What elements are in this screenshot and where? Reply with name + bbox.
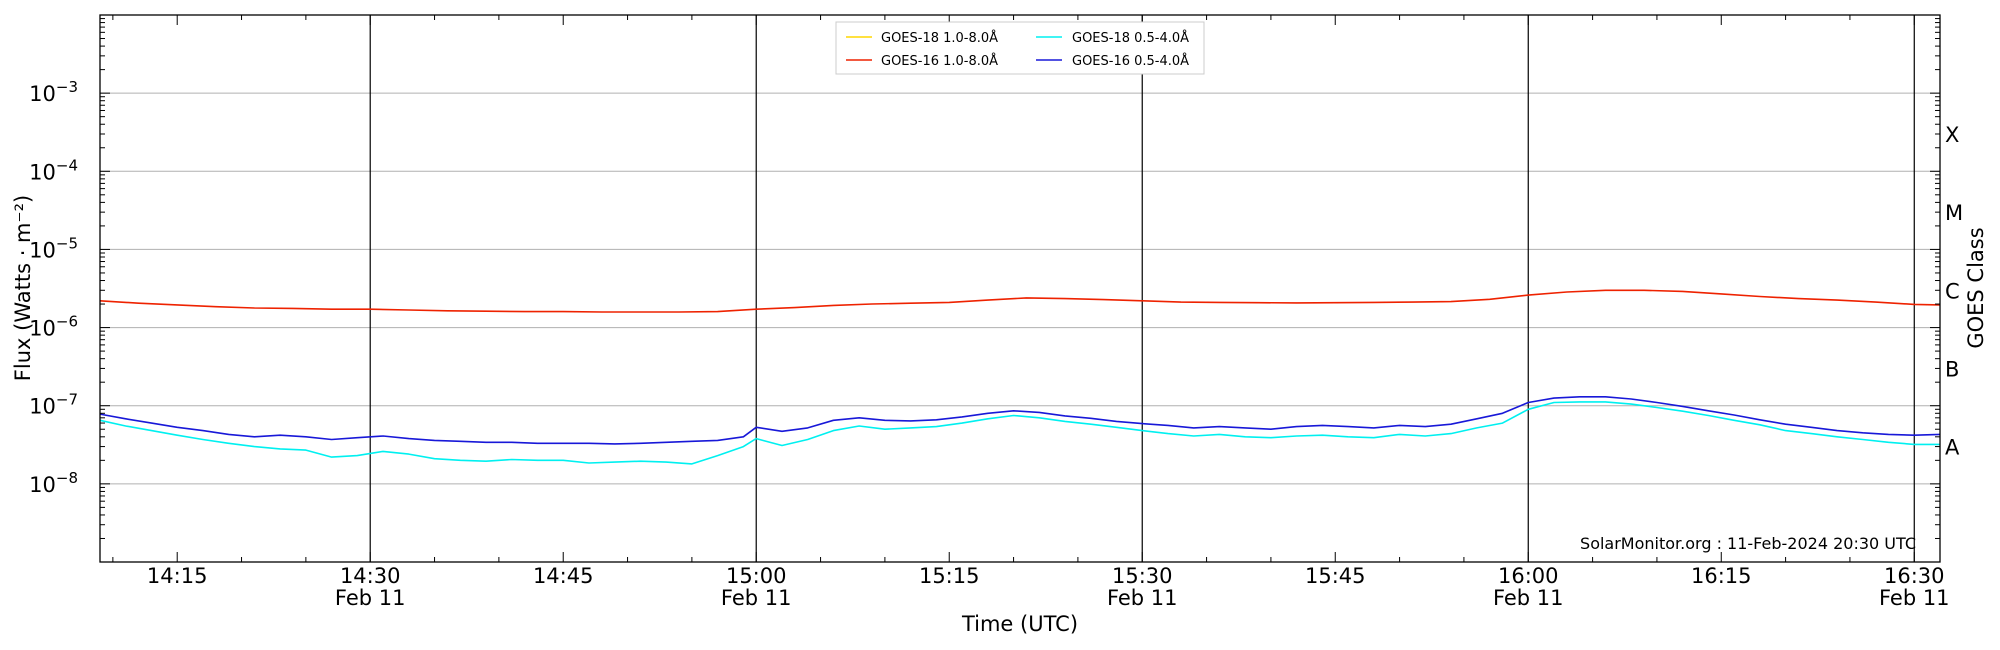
legend: GOES-18 1.0-8.0Å GOES-16 1.0-8.0Å GOES-1…: [835, 21, 1205, 75]
legend-label-goes16-short: GOES-16 0.5-4.0Å: [1072, 53, 1189, 69]
legend-label-goes16-long: GOES-16 1.0-8.0Å: [881, 53, 998, 69]
x-tick-label: 15:30: [1112, 564, 1173, 588]
x-tick-date-label: Feb 11: [1107, 586, 1178, 610]
y-tick-label: 10−7: [29, 391, 78, 419]
goes-class-label: C: [1945, 279, 1960, 303]
legend-label-goes18-short: GOES-18 0.5-4.0Å: [1072, 30, 1189, 46]
grid-layer: [100, 92, 1940, 485]
legend-box: [835, 21, 1205, 75]
credit-annotation: SolarMonitor.org : 11-Feb-2024 20:30 UTC: [1580, 534, 1916, 553]
series-line-3: [99, 395, 1941, 445]
x-tick-date-label: Feb 11: [1493, 586, 1564, 610]
x-tick-label: 14:45: [533, 564, 594, 588]
series-line-1: [99, 289, 1941, 313]
y-tick-label: 10−3: [29, 78, 78, 106]
y-tick-label: 10−8: [29, 469, 78, 497]
goes-class-label: X: [1945, 123, 1959, 147]
x-tick-label: 14:15: [147, 564, 208, 588]
x-tick-label: 15:00: [726, 564, 787, 588]
y-tick-label: 10−4: [29, 156, 78, 184]
x-tick-label: 15:15: [919, 564, 980, 588]
goes-class-label: B: [1945, 357, 1959, 381]
x-tick-date-label: Feb 11: [721, 586, 792, 610]
y-tick-label: 10−5: [29, 234, 78, 262]
legend-label-goes18-long: GOES-18 1.0-8.0Å: [881, 30, 998, 46]
x-tick-label: 16:00: [1498, 564, 1559, 588]
series-line-2: [99, 401, 1940, 465]
y-axis-title: Flux (Watts · m⁻²): [11, 195, 35, 381]
x-tick-date-label: Feb 11: [1879, 586, 1950, 610]
goes-class-label: M: [1945, 201, 1963, 225]
date-vertical-lines: [369, 15, 1915, 562]
goes-class-label: A: [1945, 436, 1960, 460]
y-tick-label: 10−6: [29, 313, 78, 341]
x-tick-label: 16:30: [1884, 564, 1945, 588]
x-tick-date-label: Feb 11: [335, 586, 406, 610]
x-tick-label: 14:30: [340, 564, 401, 588]
right-axis-title: GOES Class: [1964, 227, 1988, 348]
series-layer: [99, 289, 1941, 465]
plot-frame: [99, 14, 1941, 563]
x-tick-label: 16:15: [1691, 564, 1752, 588]
goes-class-labels: A B C M X: [1945, 123, 1963, 460]
x-tick-label: 15:45: [1305, 564, 1366, 588]
x-axis-title: Time (UTC): [961, 612, 1078, 636]
